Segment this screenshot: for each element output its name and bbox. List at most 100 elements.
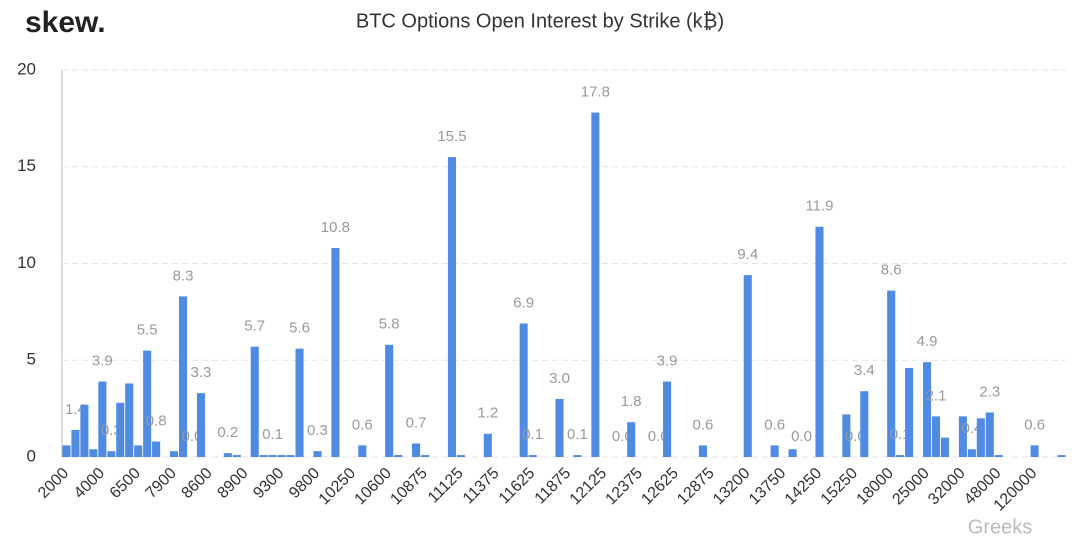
bar	[250, 346, 259, 457]
bar	[152, 441, 161, 457]
x-tick-label: 12375	[603, 465, 647, 509]
bar	[940, 437, 950, 457]
bar	[663, 381, 672, 457]
bar	[107, 451, 116, 457]
bar	[483, 433, 492, 457]
bar	[62, 445, 71, 457]
bar	[1057, 455, 1066, 457]
data-label: 3.3	[191, 364, 212, 381]
x-tick-label: 11875	[532, 465, 575, 508]
bar	[134, 445, 143, 457]
x-tick-label: 32000	[925, 465, 969, 509]
bar	[555, 398, 564, 457]
bar	[770, 445, 779, 457]
bar	[994, 455, 1003, 457]
bar	[143, 350, 152, 457]
watermark: Greeks	[968, 516, 1032, 538]
data-label: 2.1	[926, 387, 947, 404]
x-tick-label: 10250	[316, 465, 360, 509]
bar	[887, 290, 896, 457]
bar	[125, 383, 134, 457]
y-tick-label: 0	[27, 446, 36, 465]
data-label: 8.3	[173, 267, 194, 284]
bar	[89, 449, 98, 457]
data-label: 3.9	[657, 353, 678, 370]
data-label: 5.5	[137, 322, 158, 339]
x-tick-label: 6500	[107, 465, 144, 502]
y-tick-label: 15	[17, 156, 36, 175]
x-tick-label: 8600	[179, 465, 216, 502]
data-label: 0.6	[1024, 416, 1045, 433]
x-tick-label: 2000	[35, 465, 72, 502]
data-label: 3.9	[92, 353, 113, 370]
y-tick-label: 20	[17, 59, 36, 78]
data-label: 0.1	[567, 426, 588, 443]
data-label: 3.4	[854, 362, 875, 379]
bar	[170, 451, 179, 457]
bar	[268, 455, 277, 457]
bar	[286, 455, 295, 457]
data-label: 0.1	[522, 426, 543, 443]
x-tick-label: 11625	[496, 465, 539, 508]
x-tick-label: 18000	[854, 465, 898, 509]
x-tick-label: 11375	[460, 465, 503, 508]
bar	[421, 455, 430, 457]
bar	[573, 455, 582, 457]
chart-title: BTC Options Open Interest by Strike (k₿)	[356, 10, 724, 32]
bar	[591, 112, 600, 457]
bar	[905, 367, 914, 457]
data-label: 0.6	[764, 416, 785, 433]
data-label: 4.9	[917, 333, 938, 350]
data-label: 5.8	[379, 316, 400, 333]
bar	[116, 402, 125, 457]
x-tick-label: 7900	[143, 465, 180, 502]
data-label: 8.6	[881, 262, 902, 279]
bar	[277, 455, 286, 457]
x-tick-label: 25000	[889, 465, 933, 509]
bar	[223, 453, 232, 457]
bar	[967, 449, 976, 457]
x-tick-label: 10600	[352, 465, 396, 509]
data-label: 5.6	[289, 320, 310, 337]
bar	[860, 391, 869, 457]
bar	[896, 455, 905, 457]
x-tick-label: 12125	[567, 465, 611, 509]
bar	[519, 323, 528, 457]
y-tick-label: 10	[17, 253, 36, 272]
data-label: 0.1	[262, 426, 283, 443]
bar	[528, 455, 537, 457]
data-label: 0.7	[406, 414, 427, 431]
bar	[456, 455, 465, 457]
x-tick-label: 15250	[818, 465, 862, 509]
bar	[358, 445, 367, 457]
x-tick-label: 12625	[638, 465, 682, 509]
bar	[71, 429, 80, 457]
data-label: 15.5	[437, 128, 466, 145]
bar	[232, 455, 241, 457]
data-label: 0.6	[693, 416, 714, 433]
bar	[178, 296, 188, 457]
bar	[788, 449, 797, 457]
bar	[394, 455, 403, 457]
bar	[313, 451, 322, 457]
data-label: 6.9	[513, 294, 534, 311]
x-tick-label: 13750	[746, 465, 790, 509]
data-label: 1.2	[477, 405, 498, 422]
bar	[412, 443, 421, 457]
x-tick-label: 8900	[214, 465, 251, 502]
bar	[98, 381, 107, 457]
data-label: 0.3	[307, 422, 328, 439]
x-tick-label: 9300	[250, 465, 287, 502]
x-tick-label: 13200	[710, 465, 754, 509]
data-label: 5.7	[244, 318, 265, 335]
bar	[985, 412, 994, 457]
data-label: 2.3	[979, 383, 1000, 400]
x-tick-label: 11125	[425, 465, 467, 507]
x-tick-label: 4000	[71, 465, 108, 502]
bar	[196, 393, 205, 457]
bar	[627, 422, 636, 457]
bar	[295, 348, 304, 457]
bar	[931, 416, 941, 457]
data-label: 0.8	[146, 412, 167, 429]
